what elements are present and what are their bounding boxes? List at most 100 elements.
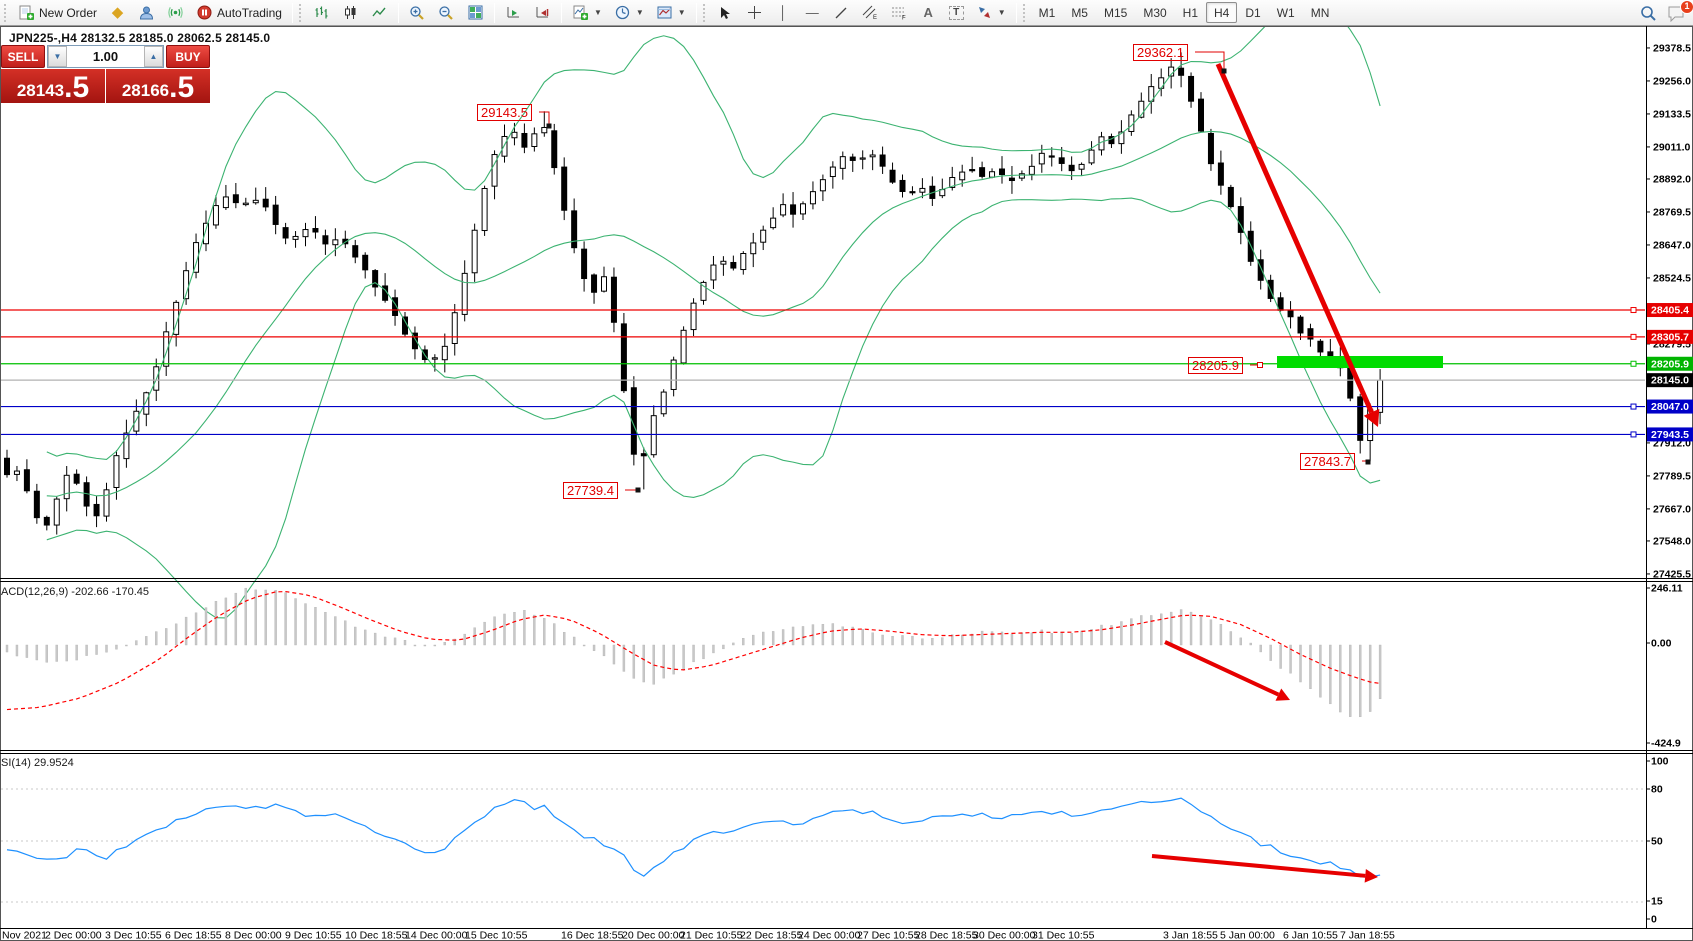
svg-text:15: 15 [1651, 896, 1663, 908]
channel-tool-button[interactable]: E [856, 2, 885, 24]
cursor-tool-button[interactable] [711, 2, 740, 24]
svg-text:2 Dec 00:00: 2 Dec 00:00 [45, 930, 102, 941]
autotrading-button[interactable]: AutoTrading [190, 2, 288, 24]
svg-text:9 Dec 10:55: 9 Dec 10:55 [285, 930, 342, 941]
toolbar-group-chart-type [297, 1, 394, 25]
price-annotation[interactable]: 27843.7 [1300, 453, 1355, 470]
toolbar-group-standard: New Order ◆ AutoTrading [2, 1, 288, 25]
indicators-button[interactable]: ▼ [566, 2, 608, 24]
tab-m30[interactable]: M30 [1143, 5, 1167, 20]
price-annotation[interactable]: 27739.4 [563, 482, 618, 499]
tab-w1[interactable]: W1 [1276, 5, 1295, 20]
toolbar-grip[interactable] [702, 3, 708, 22]
sell-button[interactable]: SELL [1, 45, 45, 68]
tab-h4[interactable]: H4 [1206, 2, 1238, 23]
oct-price-row: 28143 .5 28166 .5 [1, 69, 210, 103]
sell-price-panel[interactable]: 28143 .5 [1, 69, 105, 103]
svg-text:20 Dec 00:00: 20 Dec 00:00 [622, 930, 685, 941]
svg-text:28524.5: 28524.5 [1653, 272, 1691, 284]
toolbar-group-drawing: │ — E F A T ▼ [701, 1, 1012, 25]
bollinger-bands [46, 0, 1381, 619]
vertical-line-tool-button[interactable]: │ [769, 2, 798, 24]
buy-button[interactable]: BUY [166, 45, 210, 68]
svg-text:Nov 2021: Nov 2021 [2, 930, 47, 941]
svg-text:28047.0: 28047.0 [1651, 401, 1689, 413]
volume-increase-button[interactable]: ▲ [144, 46, 163, 67]
price-annotation[interactable]: 28205.9 [1188, 357, 1243, 374]
svg-text:28892.0: 28892.0 [1653, 173, 1691, 185]
svg-text:28405.4: 28405.4 [1651, 305, 1689, 317]
svg-text:27548.0: 27548.0 [1653, 535, 1691, 547]
dropdown-arrow-icon: ▼ [635, 8, 644, 17]
gold-icon: ◆ [111, 4, 124, 21]
fibonacci-tool-button[interactable]: F [885, 2, 914, 24]
notification-badge: 1 [1680, 0, 1693, 14]
chart-symbol-title: JPN225-,H4 28132.5 28185.0 28062.5 28145… [9, 31, 271, 45]
profile-icon [138, 4, 155, 21]
gold-button[interactable]: ◆ [103, 2, 132, 24]
tab-m1[interactable]: M1 [1038, 5, 1056, 20]
new-order-icon [18, 4, 35, 21]
crosshair-tool-button[interactable] [740, 2, 769, 24]
periods-button[interactable]: ▼ [608, 2, 650, 24]
svg-text:5 Jan 00:00: 5 Jan 00:00 [1220, 930, 1275, 941]
svg-text:80: 80 [1651, 784, 1663, 796]
search-icon[interactable] [1640, 5, 1657, 22]
auto-scroll-button[interactable] [499, 2, 528, 24]
bollinger-lower [46, 197, 1381, 619]
chart-candles-button[interactable] [336, 2, 365, 24]
volume-stepper: ▼ ▲ [47, 45, 164, 68]
toolbar-separator [1015, 2, 1017, 23]
oct-order-row: SELL ▼ ▲ BUY [1, 45, 210, 68]
buy-price-panel[interactable]: 28166 .5 [106, 69, 210, 103]
horizontal-line-tool-button[interactable]: — [798, 2, 827, 24]
price-annotation[interactable]: 29362.1 [1133, 44, 1188, 61]
svg-text:15 Dec 10:55: 15 Dec 10:55 [465, 930, 528, 941]
chart-shift-button[interactable] [528, 2, 557, 24]
cursor-arrow-icon [717, 4, 734, 21]
tab-mn[interactable]: MN [1310, 5, 1330, 20]
price-level-lines [1, 307, 1645, 438]
toolbar-grip[interactable] [298, 3, 304, 22]
chart-bars-button[interactable] [307, 2, 336, 24]
support-zone-rect [1277, 356, 1443, 368]
profile-button[interactable] [132, 2, 161, 24]
trend-line-icon [833, 4, 850, 21]
new-order-label: New Order [39, 5, 98, 20]
volume-decrease-button[interactable]: ▼ [48, 46, 67, 67]
macd-histogram [5, 587, 1382, 718]
volume-input[interactable] [67, 46, 144, 67]
dropdown-arrow-icon: ▼ [593, 8, 602, 17]
templates-button[interactable]: ▼ [650, 2, 692, 24]
toolbar-grip[interactable] [4, 3, 9, 22]
toolbar-grip[interactable] [1022, 3, 1028, 22]
new-order-button[interactable]: New Order [12, 2, 103, 24]
svg-text:3 Jan 18:55: 3 Jan 18:55 [1163, 930, 1218, 941]
tab-m5[interactable]: M5 [1071, 5, 1088, 20]
chart-line-button[interactable] [365, 2, 394, 24]
zoom-out-button[interactable] [432, 2, 461, 24]
label-tool-button[interactable]: T [943, 2, 970, 24]
indicators-icon [572, 4, 589, 21]
trendline-tool-button[interactable] [827, 2, 856, 24]
crosshair-icon [746, 4, 763, 21]
tile-windows-button[interactable] [461, 2, 490, 24]
tab-d1[interactable]: D1 [1245, 5, 1261, 20]
price-axis: 29378.5 29256.0 29133.5 29011.0 28892.0 28769… [1646, 42, 1691, 926]
svg-text:31 Dec 10:55: 31 Dec 10:55 [1032, 930, 1095, 941]
tab-h1[interactable]: H1 [1182, 5, 1199, 20]
sell-price: 28143 [16, 81, 65, 100]
dropdown-arrow-icon: ▼ [997, 8, 1006, 17]
macd-signal-line [6, 590, 1381, 711]
text-tool-button[interactable]: A [914, 2, 943, 24]
shapes-tool-button[interactable]: ▼ [970, 2, 1012, 24]
price-annotation[interactable]: 29143.5 [477, 104, 532, 121]
chat-notification-icon[interactable]: 1 [1665, 0, 1693, 22]
zoom-in-button[interactable] [403, 2, 432, 24]
tab-m15[interactable]: M15 [1103, 5, 1128, 20]
svg-text:50: 50 [1651, 836, 1663, 848]
svg-text:27789.5: 27789.5 [1653, 470, 1691, 482]
signals-button[interactable] [161, 2, 190, 24]
